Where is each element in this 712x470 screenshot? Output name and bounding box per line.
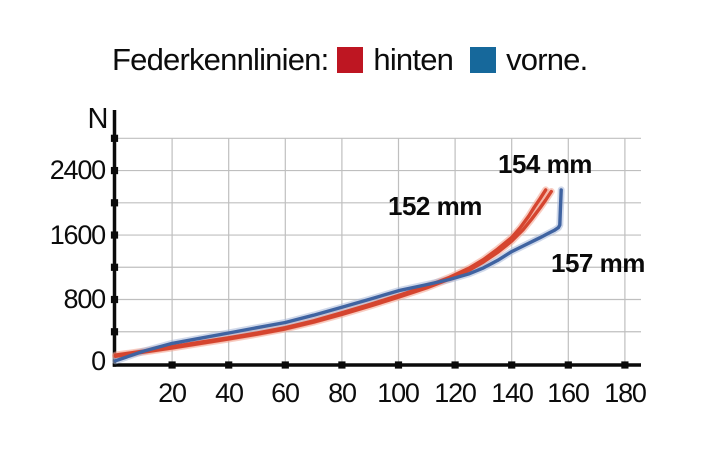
annotation-154mm: 154 mm [498, 149, 592, 179]
x-tick-label-40: 40 [215, 378, 244, 408]
x-tick-label-60: 60 [271, 378, 300, 408]
x-tick-mark [168, 361, 176, 369]
x-tick-mark [225, 361, 233, 369]
y-tick-mark [110, 295, 119, 304]
legend-label-vorne: vorne. [506, 42, 588, 77]
x-tick-label-180: 180 [604, 378, 647, 408]
curve-halo-vorne-157-mm [112, 186, 565, 365]
y-tick-label-2400: 2400 [49, 155, 106, 185]
legend-swatch-hinten [337, 47, 364, 73]
curve-vorne-157-mm [113, 188, 563, 363]
y-tick-mark [110, 166, 119, 175]
x-tick-label-20: 20 [158, 378, 187, 408]
x-tick-mark [394, 361, 403, 369]
x-tick-mark [451, 361, 459, 369]
y-axis-unit-label: N [87, 103, 109, 135]
y-tick-mark [110, 328, 119, 336]
x-tick-label-140: 140 [491, 378, 534, 408]
curve-hinten-154-mm [113, 189, 553, 358]
annotation-152mm: 152 mm [388, 191, 482, 221]
y-tick-label-800: 800 [63, 284, 107, 314]
y-tick-mark [110, 263, 119, 271]
x-tick-label-120: 120 [434, 378, 477, 408]
chart-legend: Federkennlinien: hinten vorne. [112, 42, 588, 78]
x-tick-label-100: 100 [377, 378, 420, 408]
legend-swatch-vorne [470, 47, 497, 73]
x-tick-mark [508, 361, 516, 369]
x-tick-mark [564, 361, 572, 369]
chart-title: Federkennlinien: [112, 42, 329, 77]
x-tick-label-80: 80 [328, 378, 357, 408]
legend-label-hinten: hinten [373, 42, 454, 77]
y-tick-label-0: 0 [91, 346, 106, 376]
x-tick-label-160: 160 [547, 378, 590, 408]
x-tick-mark [281, 361, 289, 369]
y-tick-label-1600: 1600 [49, 220, 106, 250]
annotation-157mm: 157 mm [551, 248, 645, 278]
x-tick-mark [338, 361, 346, 369]
y-tick-mark [110, 231, 119, 239]
x-tick-mark [621, 361, 629, 369]
y-tick-mark [110, 199, 119, 207]
y-tick-mark [110, 134, 119, 142]
